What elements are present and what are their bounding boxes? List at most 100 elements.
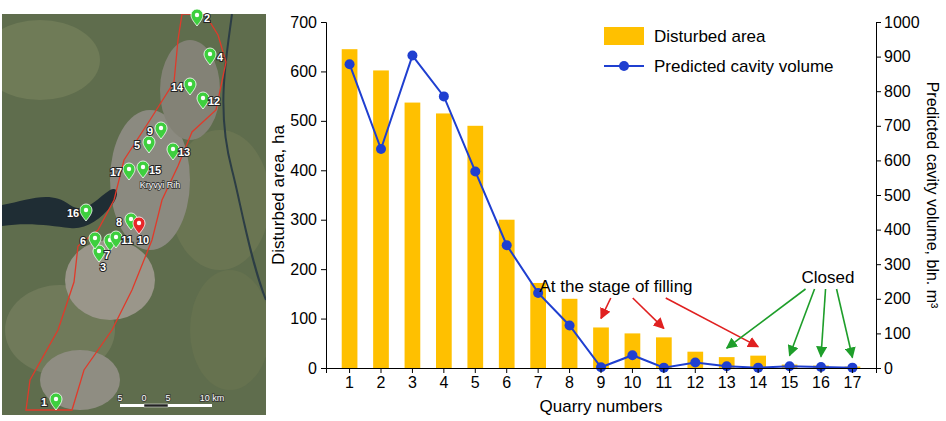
tick-label: 700	[884, 117, 911, 134]
pin-label: 5	[134, 139, 140, 151]
pin-dot	[127, 167, 131, 171]
tick: 4	[439, 368, 448, 391]
tick-mark	[321, 121, 326, 122]
tick: 300	[290, 211, 326, 228]
map-terrain	[65, 240, 155, 320]
legend-swatch	[604, 27, 644, 45]
tick: 700	[876, 117, 911, 134]
tick-label: 1	[345, 374, 354, 391]
pin-marker	[155, 122, 167, 139]
tick-mark	[789, 368, 790, 373]
tick-mark	[852, 368, 853, 373]
tick-label: 100	[290, 310, 317, 327]
tick: 16	[812, 368, 830, 391]
bar	[436, 113, 452, 368]
tick-mark	[876, 264, 881, 265]
tick-label: 800	[884, 83, 911, 100]
tick: 11	[656, 368, 673, 391]
tick-label: 11	[656, 374, 673, 391]
marker	[502, 240, 512, 250]
map-pin	[137, 161, 149, 178]
map-outline	[26, 14, 226, 410]
tick: 0	[308, 360, 326, 377]
scale-label: 10 km	[200, 393, 225, 403]
scale-segment	[120, 404, 144, 407]
tick-label: 8	[565, 374, 574, 391]
tick-mark	[876, 22, 881, 23]
tick-label: 200	[884, 290, 911, 307]
tick: 13	[718, 368, 736, 391]
tick-mark	[876, 230, 881, 231]
tick-label: 700	[290, 14, 317, 31]
legend-label: Disturbed area	[654, 27, 766, 46]
pin-dot	[114, 235, 118, 239]
pin-marker	[137, 161, 149, 178]
pin-dot	[129, 217, 133, 221]
pin-marker	[50, 393, 62, 410]
tick: 500	[876, 187, 911, 204]
pin-marker	[80, 204, 92, 221]
pin-label: 11	[121, 234, 133, 246]
bar-series	[342, 49, 861, 368]
axis-line	[321, 23, 327, 369]
axis-line	[327, 369, 877, 374]
tick-label: 6	[502, 374, 511, 391]
pin-label: 17	[110, 166, 122, 178]
tick-mark	[663, 368, 664, 373]
pin-dot	[54, 397, 58, 401]
tick: 2	[377, 368, 386, 391]
tick-label: 200	[290, 261, 317, 278]
tick-mark	[321, 319, 326, 320]
annotation-arrow	[633, 298, 664, 328]
bar	[687, 352, 703, 368]
tick-mark	[321, 22, 326, 23]
y-axis: 0100200300400500600700	[290, 14, 326, 377]
annotation-arrow	[666, 298, 758, 347]
tick: 15	[781, 368, 799, 391]
pin-label: 14	[171, 81, 184, 93]
map-pin	[133, 217, 145, 234]
tick-mark	[876, 126, 881, 127]
map-pin	[184, 78, 196, 95]
map-panel: 1234567891011121314151617Kryvyi Rih50510…	[0, 9, 270, 415]
tick: 9	[597, 368, 606, 391]
tick-mark	[412, 368, 413, 373]
annotation-arrow	[837, 289, 853, 358]
marker	[565, 320, 575, 330]
pin-marker	[184, 78, 196, 95]
y-axis-title: Disturbed area, ha	[269, 125, 288, 265]
tick: 12	[686, 368, 704, 391]
tick-mark	[321, 71, 326, 72]
tick-label: 1000	[884, 14, 920, 31]
annotation-arrow	[790, 289, 815, 356]
tick-label: 600	[290, 63, 317, 80]
map-terrain	[40, 350, 120, 410]
tick-mark	[695, 368, 696, 373]
tick: 1	[345, 368, 354, 391]
map-pin	[155, 122, 167, 139]
city-label: Kryvyi Rih	[140, 180, 181, 190]
pin-label: 15	[149, 164, 161, 176]
tick-mark	[632, 368, 633, 373]
bar	[342, 49, 358, 368]
pin-dot	[159, 126, 163, 130]
marker	[345, 59, 355, 69]
tick: 100	[290, 310, 326, 327]
map-terrain	[190, 270, 266, 390]
tick-label: 0	[308, 360, 317, 377]
tick-label: 300	[290, 211, 317, 228]
x-axis: 1234567891011121314151617	[327, 368, 877, 391]
annotation-arrow	[821, 289, 826, 357]
annotation-text: At the stage of filling	[539, 277, 692, 296]
pin-label: 9	[147, 125, 153, 137]
tick-mark	[349, 368, 350, 373]
tick-mark	[876, 57, 881, 58]
map-pins: 1234567891011121314151617	[41, 9, 224, 410]
tick-label: 13	[718, 374, 736, 391]
tick-mark	[538, 368, 539, 373]
pin-dot	[195, 13, 199, 17]
marker-series	[345, 51, 858, 373]
legend: Disturbed areaPredicted cavity volume	[604, 27, 834, 76]
map-terrain	[2, 20, 100, 100]
tick-label: 5	[471, 374, 480, 391]
